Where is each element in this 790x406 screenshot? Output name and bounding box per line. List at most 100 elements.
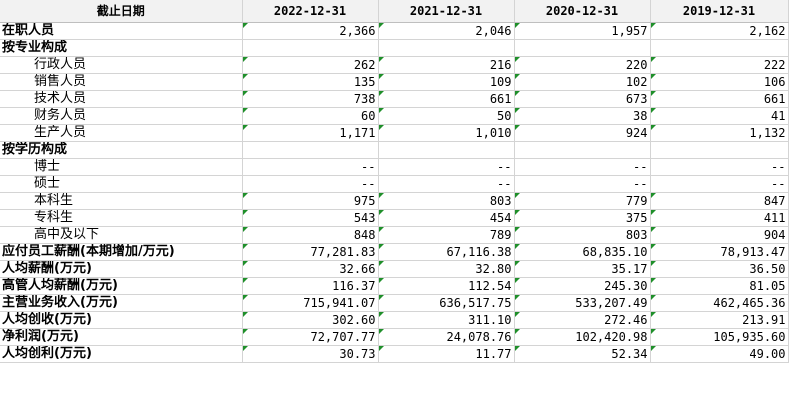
- value-cell[interactable]: 311.10: [378, 311, 515, 329]
- value-cell[interactable]: 262: [242, 56, 379, 74]
- value-cell[interactable]: --: [242, 158, 379, 176]
- value-cell[interactable]: 1,132: [650, 124, 789, 142]
- row-label-cell[interactable]: 主营业务收入(万元): [0, 294, 243, 312]
- value-cell[interactable]: 36.50: [650, 260, 789, 278]
- value-cell[interactable]: 52.34: [514, 345, 651, 363]
- row-label-cell[interactable]: 行政人员: [0, 56, 243, 74]
- value-cell[interactable]: [514, 39, 651, 57]
- value-cell[interactable]: 2,162: [650, 22, 789, 40]
- row-label-cell[interactable]: 博士: [0, 158, 243, 176]
- value-cell[interactable]: 803: [514, 226, 651, 244]
- value-cell[interactable]: --: [650, 175, 789, 193]
- value-cell[interactable]: 543: [242, 209, 379, 227]
- header-cell-label[interactable]: 截止日期: [0, 0, 243, 23]
- value-cell[interactable]: 715,941.07: [242, 294, 379, 312]
- value-cell[interactable]: [650, 39, 789, 57]
- row-label-cell[interactable]: 人均创收(万元): [0, 311, 243, 329]
- value-cell[interactable]: 106: [650, 73, 789, 91]
- value-cell[interactable]: 924: [514, 124, 651, 142]
- row-label-cell[interactable]: 高中及以下: [0, 226, 243, 244]
- value-cell[interactable]: [242, 141, 379, 159]
- value-cell[interactable]: 60: [242, 107, 379, 125]
- value-cell[interactable]: 67,116.38: [378, 243, 515, 261]
- value-cell[interactable]: 32.80: [378, 260, 515, 278]
- value-cell[interactable]: 302.60: [242, 311, 379, 329]
- value-cell[interactable]: 220: [514, 56, 651, 74]
- row-label-cell[interactable]: 按专业构成: [0, 39, 243, 57]
- value-cell[interactable]: [378, 141, 515, 159]
- row-label-cell[interactable]: 净利润(万元): [0, 328, 243, 346]
- value-cell[interactable]: 105,935.60: [650, 328, 789, 346]
- value-cell[interactable]: 32.66: [242, 260, 379, 278]
- row-label-cell[interactable]: 人均薪酬(万元): [0, 260, 243, 278]
- value-cell[interactable]: 1,010: [378, 124, 515, 142]
- value-cell[interactable]: 112.54: [378, 277, 515, 295]
- value-cell[interactable]: 661: [650, 90, 789, 108]
- value-cell[interactable]: 847: [650, 192, 789, 210]
- row-label-cell[interactable]: 在职人员: [0, 22, 243, 40]
- value-cell[interactable]: 848: [242, 226, 379, 244]
- value-cell[interactable]: 661: [378, 90, 515, 108]
- value-cell[interactable]: 904: [650, 226, 789, 244]
- value-cell[interactable]: --: [514, 175, 651, 193]
- value-cell[interactable]: 35.17: [514, 260, 651, 278]
- value-cell[interactable]: 11.77: [378, 345, 515, 363]
- value-cell[interactable]: --: [242, 175, 379, 193]
- value-cell[interactable]: 38: [514, 107, 651, 125]
- row-label-cell[interactable]: 销售人员: [0, 73, 243, 91]
- value-cell[interactable]: 2,046: [378, 22, 515, 40]
- value-cell[interactable]: --: [514, 158, 651, 176]
- value-cell[interactable]: 673: [514, 90, 651, 108]
- value-cell[interactable]: 135: [242, 73, 379, 91]
- row-label-cell[interactable]: 本科生: [0, 192, 243, 210]
- header-cell-date[interactable]: 2021-12-31: [378, 0, 515, 23]
- value-cell[interactable]: 216: [378, 56, 515, 74]
- value-cell[interactable]: 375: [514, 209, 651, 227]
- value-cell[interactable]: --: [650, 158, 789, 176]
- value-cell[interactable]: 41: [650, 107, 789, 125]
- row-label-cell[interactable]: 财务人员: [0, 107, 243, 125]
- value-cell[interactable]: 24,078.76: [378, 328, 515, 346]
- value-cell[interactable]: 2,366: [242, 22, 379, 40]
- value-cell[interactable]: 1,171: [242, 124, 379, 142]
- value-cell[interactable]: 116.37: [242, 277, 379, 295]
- value-cell[interactable]: 222: [650, 56, 789, 74]
- value-cell[interactable]: [650, 141, 789, 159]
- row-label-cell[interactable]: 按学历构成: [0, 141, 243, 159]
- value-cell[interactable]: 454: [378, 209, 515, 227]
- value-cell[interactable]: 72,707.77: [242, 328, 379, 346]
- value-cell[interactable]: 803: [378, 192, 515, 210]
- value-cell[interactable]: 975: [242, 192, 379, 210]
- value-cell[interactable]: 1,957: [514, 22, 651, 40]
- value-cell[interactable]: 50: [378, 107, 515, 125]
- value-cell[interactable]: 789: [378, 226, 515, 244]
- value-cell[interactable]: 109: [378, 73, 515, 91]
- header-cell-date[interactable]: 2019-12-31: [650, 0, 789, 23]
- row-label-cell[interactable]: 硕士: [0, 175, 243, 193]
- value-cell[interactable]: 102,420.98: [514, 328, 651, 346]
- value-cell[interactable]: 411: [650, 209, 789, 227]
- row-label-cell[interactable]: 高管人均薪酬(万元): [0, 277, 243, 295]
- header-cell-date[interactable]: 2022-12-31: [242, 0, 379, 23]
- row-label-cell[interactable]: 专科生: [0, 209, 243, 227]
- value-cell[interactable]: --: [378, 175, 515, 193]
- value-cell[interactable]: 68,835.10: [514, 243, 651, 261]
- row-label-cell[interactable]: 应付员工薪酬(本期增加/万元): [0, 243, 243, 261]
- value-cell[interactable]: 462,465.36: [650, 294, 789, 312]
- header-cell-date[interactable]: 2020-12-31: [514, 0, 651, 23]
- value-cell[interactable]: 78,913.47: [650, 243, 789, 261]
- value-cell[interactable]: 245.30: [514, 277, 651, 295]
- value-cell[interactable]: 213.91: [650, 311, 789, 329]
- value-cell[interactable]: 102: [514, 73, 651, 91]
- value-cell[interactable]: 49.00: [650, 345, 789, 363]
- value-cell[interactable]: [514, 141, 651, 159]
- value-cell[interactable]: 636,517.75: [378, 294, 515, 312]
- row-label-cell[interactable]: 生产人员: [0, 124, 243, 142]
- value-cell[interactable]: 779: [514, 192, 651, 210]
- row-label-cell[interactable]: 人均创利(万元): [0, 345, 243, 363]
- value-cell[interactable]: [242, 39, 379, 57]
- value-cell[interactable]: [378, 39, 515, 57]
- row-label-cell[interactable]: 技术人员: [0, 90, 243, 108]
- value-cell[interactable]: 77,281.83: [242, 243, 379, 261]
- value-cell[interactable]: --: [378, 158, 515, 176]
